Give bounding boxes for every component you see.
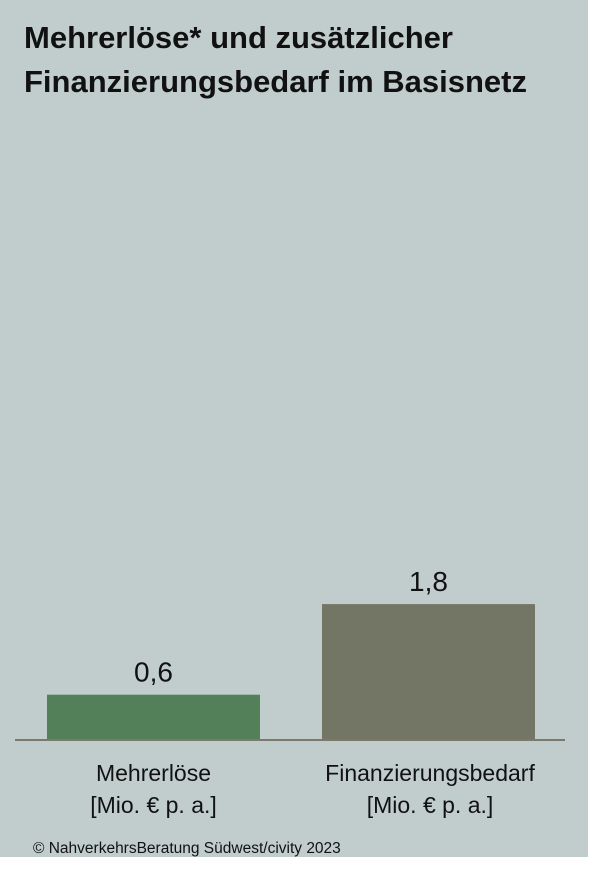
copyright-note: © NahverkehrsBeratung Südwest/civity 202…: [33, 840, 341, 857]
category-label-mehrerloese: Mehrerlöse [Mio. € p. a.]: [90, 760, 217, 818]
bar-mehrerloese: [47, 694, 260, 740]
data-label-finanzierungsbedarf: 1,8: [409, 566, 448, 597]
bar-finanzierungsbedarf: [322, 604, 535, 740]
chart-title: Mehrerlöse* und zusätzlicher Finanzierun…: [24, 20, 527, 99]
data-label-mehrerloese: 0,6: [134, 657, 173, 688]
category-label-finanzierungsbedarf: Finanzierungsbedarf [Mio. € p. a.]: [325, 760, 535, 818]
